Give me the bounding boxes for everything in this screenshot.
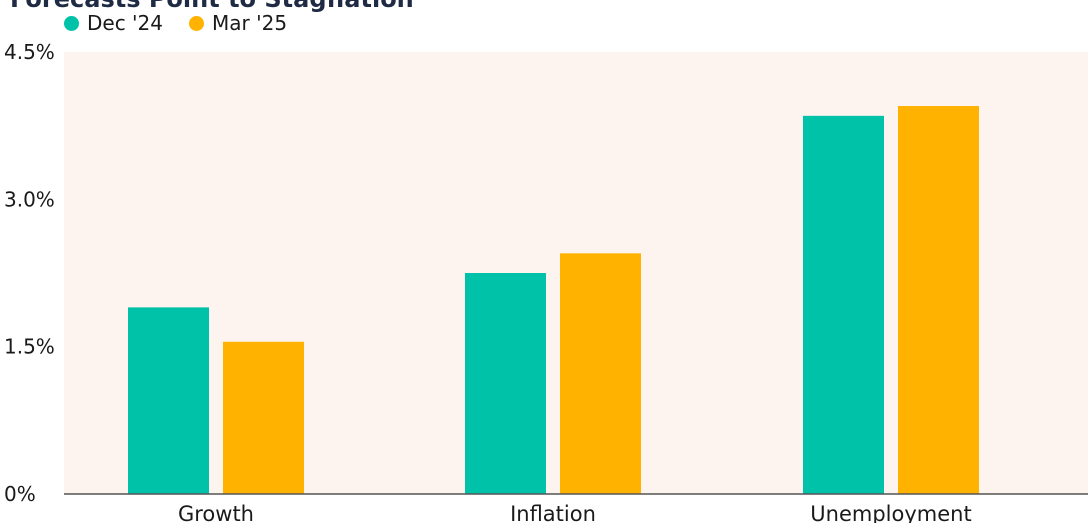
x-category-label: Inflation <box>510 502 596 523</box>
x-category-label: Unemployment <box>810 502 971 523</box>
bar-inflation-mar25 <box>560 253 641 494</box>
y-tick-label: 3.0% <box>4 187 55 211</box>
bar-unemployment-mar25 <box>898 106 979 495</box>
legend-swatch-dec24 <box>64 15 79 31</box>
chart-title: Forecasts Point to Stagflation <box>10 0 414 13</box>
y-tick-label: 0% <box>4 482 36 506</box>
bar-growth-dec24 <box>128 307 209 494</box>
bar-inflation-dec24 <box>465 273 546 494</box>
bar-growth-mar25 <box>223 341 304 494</box>
bar-unemployment-dec24 <box>803 115 884 494</box>
y-tick-label: 4.5% <box>4 40 55 64</box>
legend-swatch-mar25 <box>189 15 205 31</box>
legend-label-dec24: Dec '24 <box>87 11 164 35</box>
legend: Dec '24 Mar '25 <box>64 11 287 35</box>
x-category-label: Growth <box>178 502 254 523</box>
legend-item-mar25: Mar '25 <box>189 11 287 35</box>
y-tick-label: 1.5% <box>4 335 55 359</box>
legend-label-mar25: Mar '25 <box>212 11 288 35</box>
legend-item-dec24: Dec '24 <box>64 11 163 35</box>
